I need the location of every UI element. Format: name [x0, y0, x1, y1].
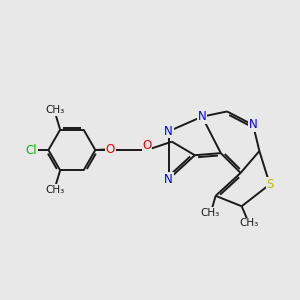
Text: N: N — [164, 125, 173, 138]
Text: N: N — [198, 110, 206, 123]
Text: CH₃: CH₃ — [46, 185, 65, 195]
Text: O: O — [106, 143, 115, 156]
Text: CH₃: CH₃ — [201, 208, 220, 218]
Text: N: N — [249, 118, 257, 131]
Text: O: O — [142, 140, 152, 152]
Text: CH₃: CH₃ — [46, 105, 65, 115]
Text: Cl: Cl — [26, 143, 37, 157]
Text: N: N — [164, 173, 173, 186]
Text: CH₃: CH₃ — [239, 218, 259, 228]
Text: S: S — [266, 178, 274, 191]
